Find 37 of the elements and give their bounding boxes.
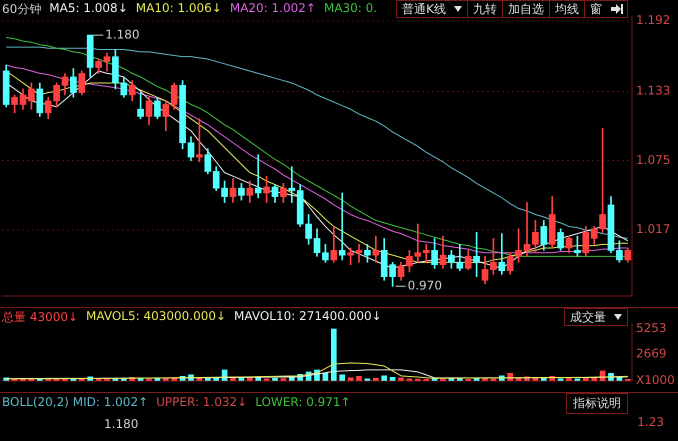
annotation: 1.180: [105, 27, 140, 42]
y-tick-label: X1000: [636, 372, 675, 387]
bar: [398, 378, 404, 381]
text: 加自选: [502, 0, 549, 18]
annotation: 成交量: [565, 308, 627, 326]
annotation: 0.970: [408, 278, 442, 292]
text: MA30: 0.: [324, 1, 378, 17]
text: 普通K线: [401, 0, 447, 18]
text: MA10: 1.006↓: [136, 1, 222, 17]
text: BOLL(20,2) MID: 1.002↑: [2, 395, 148, 409]
text: 总量 43000↓: [2, 309, 78, 326]
text: MAVOL5: 403000.000↓: [86, 309, 226, 325]
y-tick-label: 5253: [636, 321, 667, 336]
bar: [390, 377, 396, 381]
text: MA5: 1.008↓: [49, 1, 128, 17]
bar: [381, 376, 388, 381]
bar: [356, 376, 362, 381]
text: UPPER: 1.032↓: [156, 395, 248, 409]
y-tick-label: 1.133: [636, 83, 670, 98]
chart-title: 60分钟: [2, 1, 42, 18]
text: MAVOL10: 271400.000↓: [234, 309, 382, 325]
bar: [339, 374, 346, 381]
bar: [566, 378, 572, 381]
bar: [330, 328, 337, 381]
bar: [272, 378, 278, 381]
y-tick-label: 1.075: [636, 152, 670, 167]
text: 九转: [467, 0, 502, 18]
text: 1.180: [104, 417, 138, 431]
y-tick-label: 1.017: [636, 222, 670, 236]
text: 均线: [549, 0, 584, 18]
text: MA20: 1.002↑: [230, 1, 316, 17]
y-tick-label: 2669: [636, 346, 667, 361]
text: LOWER: 0.971↑: [255, 395, 351, 409]
text: 窗: [584, 0, 607, 18]
y-tick-label: 1.192: [636, 12, 670, 27]
text: 1.23: [637, 415, 664, 429]
text: 指标说明: [566, 393, 628, 414]
